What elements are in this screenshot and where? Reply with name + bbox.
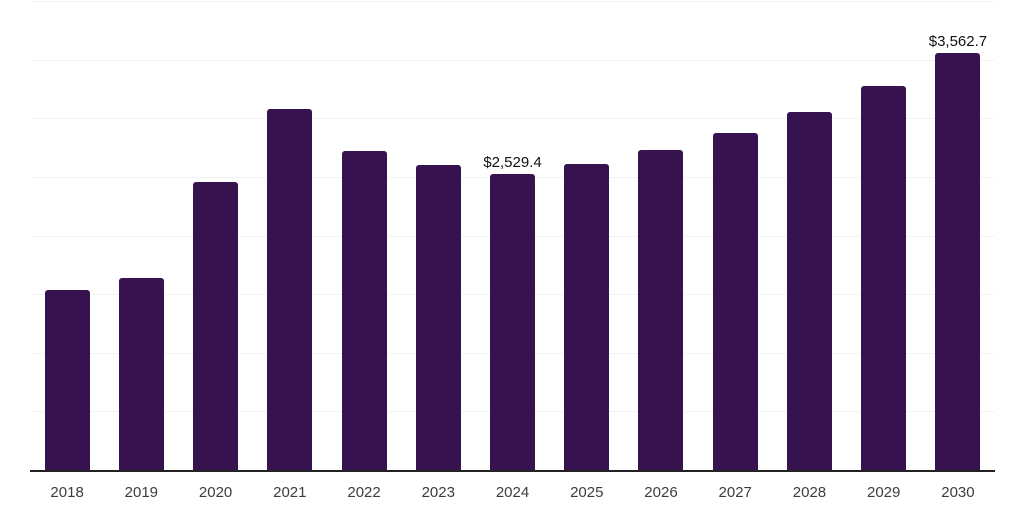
bar-slot <box>104 2 178 471</box>
x-tick-2026: 2026 <box>644 484 678 501</box>
bar-slot <box>253 2 327 471</box>
bar-2018 <box>44 289 90 471</box>
bar-2022 <box>341 150 387 471</box>
gridline <box>30 1 995 2</box>
x-tick-2025: 2025 <box>570 484 604 501</box>
bar-2025 <box>564 163 610 471</box>
bar-slot <box>30 2 104 471</box>
bar-slot <box>698 2 772 471</box>
bar-2024: $2,529.4 <box>483 155 542 471</box>
bar-2026 <box>638 149 684 471</box>
x-tick-2022: 2022 <box>347 484 381 501</box>
plot-area: $2,529.4 $3,562.7 <box>30 1 995 471</box>
x-tick-2023: 2023 <box>421 484 455 501</box>
x-tick-2028: 2028 <box>792 484 827 501</box>
x-axis-line <box>30 470 995 472</box>
bar-slot <box>401 2 475 471</box>
bars: $2,529.4 $3,562.7 <box>30 2 995 471</box>
bar-slot <box>624 2 698 471</box>
bar-slot <box>550 2 624 471</box>
x-tick-2024: 2024 <box>495 484 530 501</box>
bar-2021 <box>267 108 313 471</box>
bar-slot <box>178 2 252 471</box>
bar-slot <box>327 2 401 471</box>
bar-slot: $2,529.4 <box>475 2 549 471</box>
bar-slot <box>847 2 921 471</box>
x-tick-2020: 2020 <box>198 484 233 501</box>
x-tick-2018: 2018 <box>50 484 84 501</box>
bar-slot: $3,562.7 <box>921 2 995 471</box>
gridline <box>30 59 995 61</box>
data-label-2024: $2,529.4 <box>483 154 542 172</box>
gridline <box>30 118 995 120</box>
bar-slot <box>772 2 846 471</box>
x-tick-2030: 2030 <box>941 484 975 501</box>
x-axis-labels: 2018 2019 2020 2021 2022 2023 2024 2025 2026 2027… <box>30 485 995 500</box>
x-tick-2019: 2019 <box>124 484 159 501</box>
bar-2030: $3,562.7 <box>929 34 987 471</box>
bar-2020 <box>193 181 239 471</box>
data-label-2030: $3,562.7 <box>928 33 988 51</box>
x-tick-2021: 2021 <box>273 484 307 501</box>
bar-2023 <box>415 165 461 471</box>
bar-2027 <box>712 133 758 471</box>
x-tick-2027: 2027 <box>718 484 752 501</box>
bar-2028 <box>786 112 832 471</box>
bar-2029 <box>861 86 907 471</box>
x-tick-2029: 2029 <box>867 484 901 501</box>
bar-2019 <box>118 278 164 471</box>
